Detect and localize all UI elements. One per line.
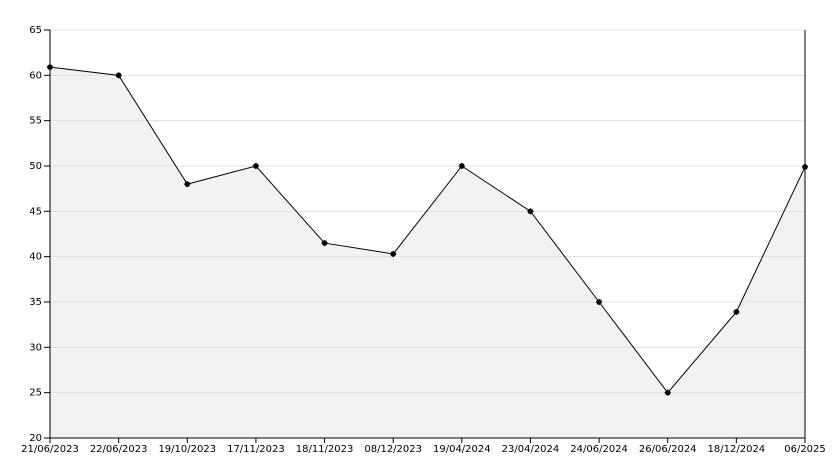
marker [252,163,259,169]
marker [47,64,53,71]
x-tick-label: 08/12/2023 [364,444,422,455]
x-tick-label: 18/12/2024 [708,444,766,455]
y-tick-label: 35 [29,297,42,308]
y-tick-label: 55 [29,116,42,127]
marker [184,181,191,188]
y-tick-label: 60 [29,70,42,81]
x-tick-label: 22/06/2023 [90,444,148,455]
y-tick-label: 25 [29,388,42,399]
x-tick-label: 17/11/2023 [227,444,285,455]
marker [321,240,328,247]
y-tick-label: 65 [29,25,42,36]
marker [596,299,603,305]
marker [664,389,671,396]
marker [527,208,534,215]
marker [458,163,465,169]
marker [802,163,808,170]
marker [390,250,397,257]
x-tick-label: 24/06/2024 [570,444,628,455]
marker [115,72,122,79]
x-tick-label: 18/11/2023 [296,444,354,455]
x-tick-label: 19/04/2024 [433,444,491,455]
y-tick-label: 45 [29,206,42,217]
x-tick-label: 19/10/2023 [158,444,216,455]
y-tick-label: 50 [29,161,42,172]
y-tick-label: 20 [29,433,42,444]
area [50,67,805,438]
y-tick-label: 40 [29,252,42,263]
x-tick-label: 26/06/2024 [639,444,697,455]
line [49,66,806,394]
marker [733,308,740,315]
x-tick-label: 06/2025 [784,444,826,455]
y-tick-label: 30 [29,342,42,353]
x-tick-label: 21/06/2023 [21,444,79,455]
x-tick-label: 23/04/2024 [502,444,560,455]
